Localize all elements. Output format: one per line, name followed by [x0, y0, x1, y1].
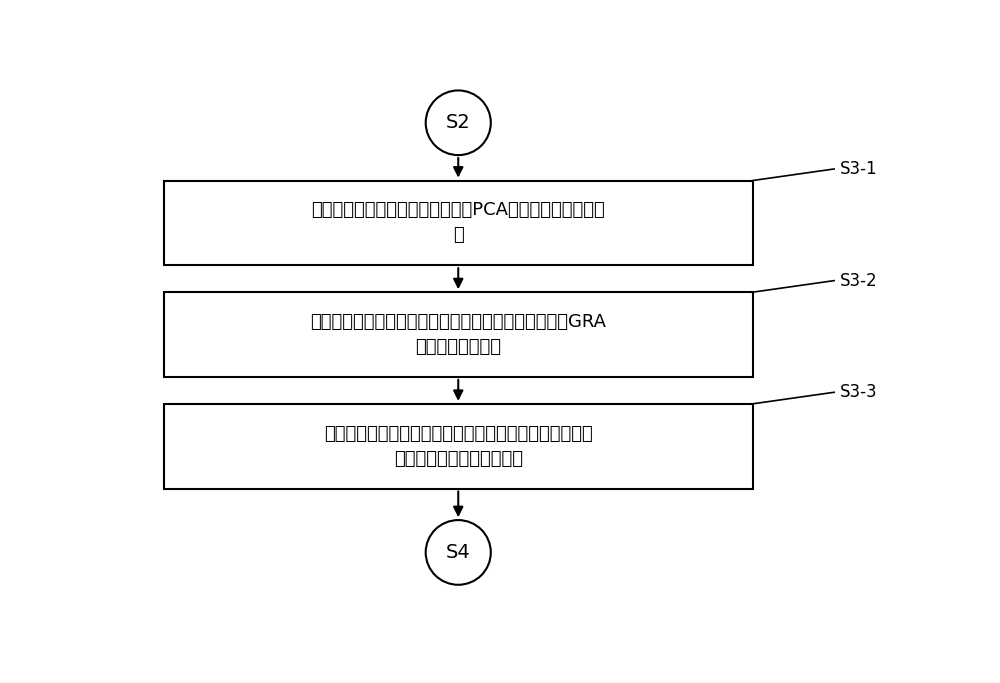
Ellipse shape: [426, 90, 491, 155]
Ellipse shape: [426, 520, 491, 585]
Bar: [164, 180, 753, 265]
Text: S2: S2: [446, 113, 471, 133]
Text: S3-3: S3-3: [840, 383, 878, 402]
Text: S4: S4: [446, 543, 471, 562]
Bar: [164, 404, 753, 488]
Bar: [164, 292, 753, 377]
Text: S3-1: S3-1: [840, 160, 878, 178]
Text: S3-2: S3-2: [840, 272, 878, 290]
Text: 根据故障特征权重，对预处理后的故障特征矩阵进行赋权
，得到加权标准化特征矩阵: 根据故障特征权重，对预处理后的故障特征矩阵进行赋权 ，得到加权标准化特征矩阵: [324, 425, 593, 468]
Text: 根据故障特征的主成分和预处理后故障特征矩阵，使用GRA
确定故障特征权重: 根据故障特征的主成分和预处理后故障特征矩阵，使用GRA 确定故障特征权重: [310, 313, 606, 356]
Text: 根据预处理后故障特征矩阵，使用PCA提取故障特征的主成
分: 根据预处理后故障特征矩阵，使用PCA提取故障特征的主成 分: [311, 201, 605, 245]
